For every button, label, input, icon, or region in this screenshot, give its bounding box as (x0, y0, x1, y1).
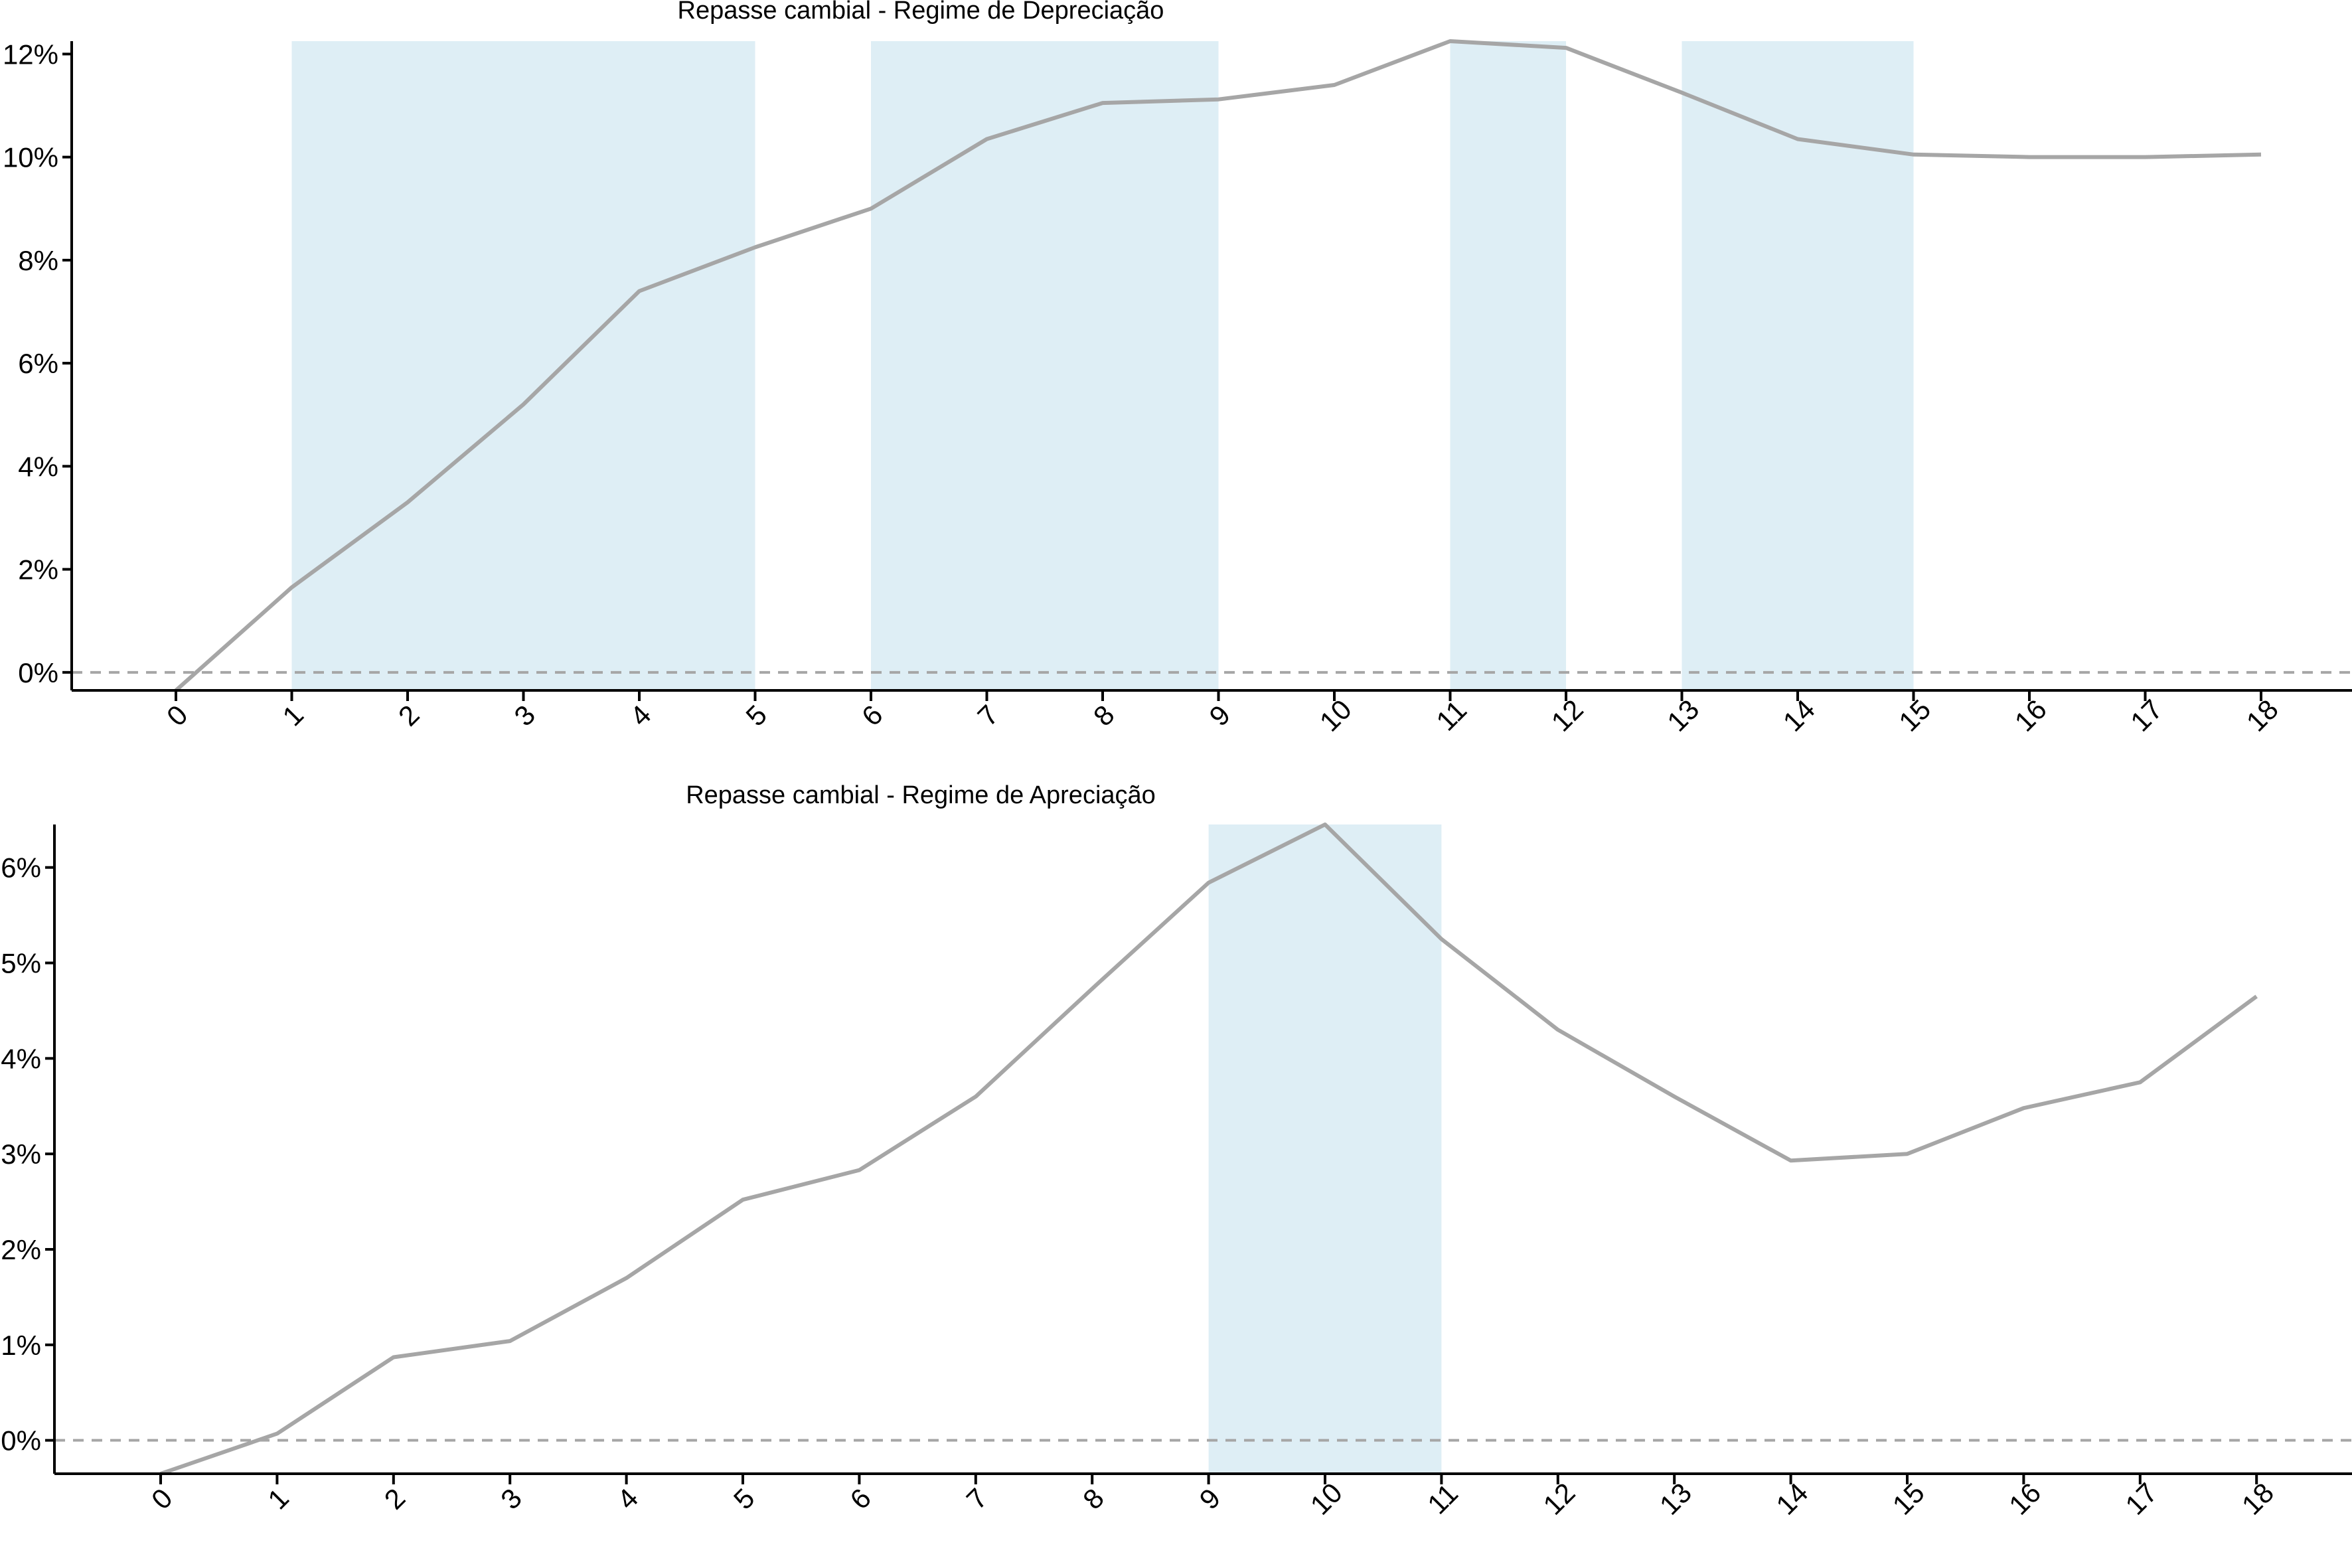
y-tick-label: 4% (18, 451, 58, 482)
y-tick-label: 10% (3, 142, 58, 173)
appreciation-panel: 0%1%2%3%4%5%6% 0 1 2 3 4 5 6 7 8 9 10 11 12 13 14 15 16 1… (1, 781, 2352, 1521)
shaded-region (1450, 41, 1566, 690)
series-line (175, 39, 2262, 692)
y-ticks: 0% 1% 2% 3% 4% 5% 6% (1, 852, 54, 1456)
y-tick-label: 0% (1, 1425, 41, 1456)
y-tick-label: 0% (18, 657, 58, 688)
y-tick-label: 8% (18, 245, 58, 276)
y-ticks: 0% 2% 4% 6% 8% 10% 12% (3, 39, 72, 688)
chart-title: Repasse cambial - Regime de Depreciação (678, 0, 1164, 25)
y-tick-label: 5% (1, 948, 41, 979)
shaded-region (871, 41, 1219, 690)
shaded-region (1208, 824, 1442, 1474)
y-tick-label: 2% (18, 554, 58, 586)
y-tick-label: 2% (1, 1234, 41, 1265)
y-tick-label: 12% (3, 39, 58, 70)
shaded-regions (1208, 824, 1442, 1474)
shaded-regions (291, 41, 1914, 690)
series-line (160, 823, 2258, 1476)
depreciation-panel: 0%2%4%6%8%10%12% 0 1 2 3 4 5 6 7 8 9 10 11 12 13 14 15 1… (3, 0, 2352, 738)
y-tick-label: 1% (1, 1330, 41, 1361)
y-tick-label: 4% (1, 1043, 41, 1074)
y-tick-label: 6% (1, 852, 41, 884)
shaded-region (291, 41, 755, 690)
y-tick-label: 6% (18, 348, 58, 379)
chart-title: Repasse cambial - Regime de Apreciação (686, 781, 1156, 809)
y-tick-label: 3% (1, 1138, 41, 1170)
